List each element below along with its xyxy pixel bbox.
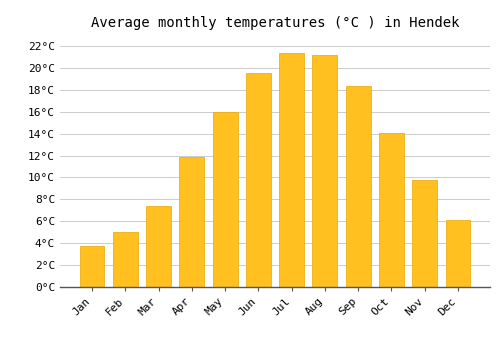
Bar: [412, 180, 437, 287]
Title: Average monthly temperatures (°C ) in Hendek: Average monthly temperatures (°C ) in He…: [91, 16, 459, 30]
Bar: [146, 206, 171, 287]
Bar: [113, 232, 138, 287]
Bar: [379, 133, 404, 287]
Bar: [180, 156, 204, 287]
Bar: [279, 52, 304, 287]
Bar: [212, 112, 238, 287]
Bar: [446, 220, 470, 287]
Bar: [246, 74, 271, 287]
Bar: [80, 246, 104, 287]
Bar: [312, 55, 338, 287]
Bar: [346, 86, 370, 287]
